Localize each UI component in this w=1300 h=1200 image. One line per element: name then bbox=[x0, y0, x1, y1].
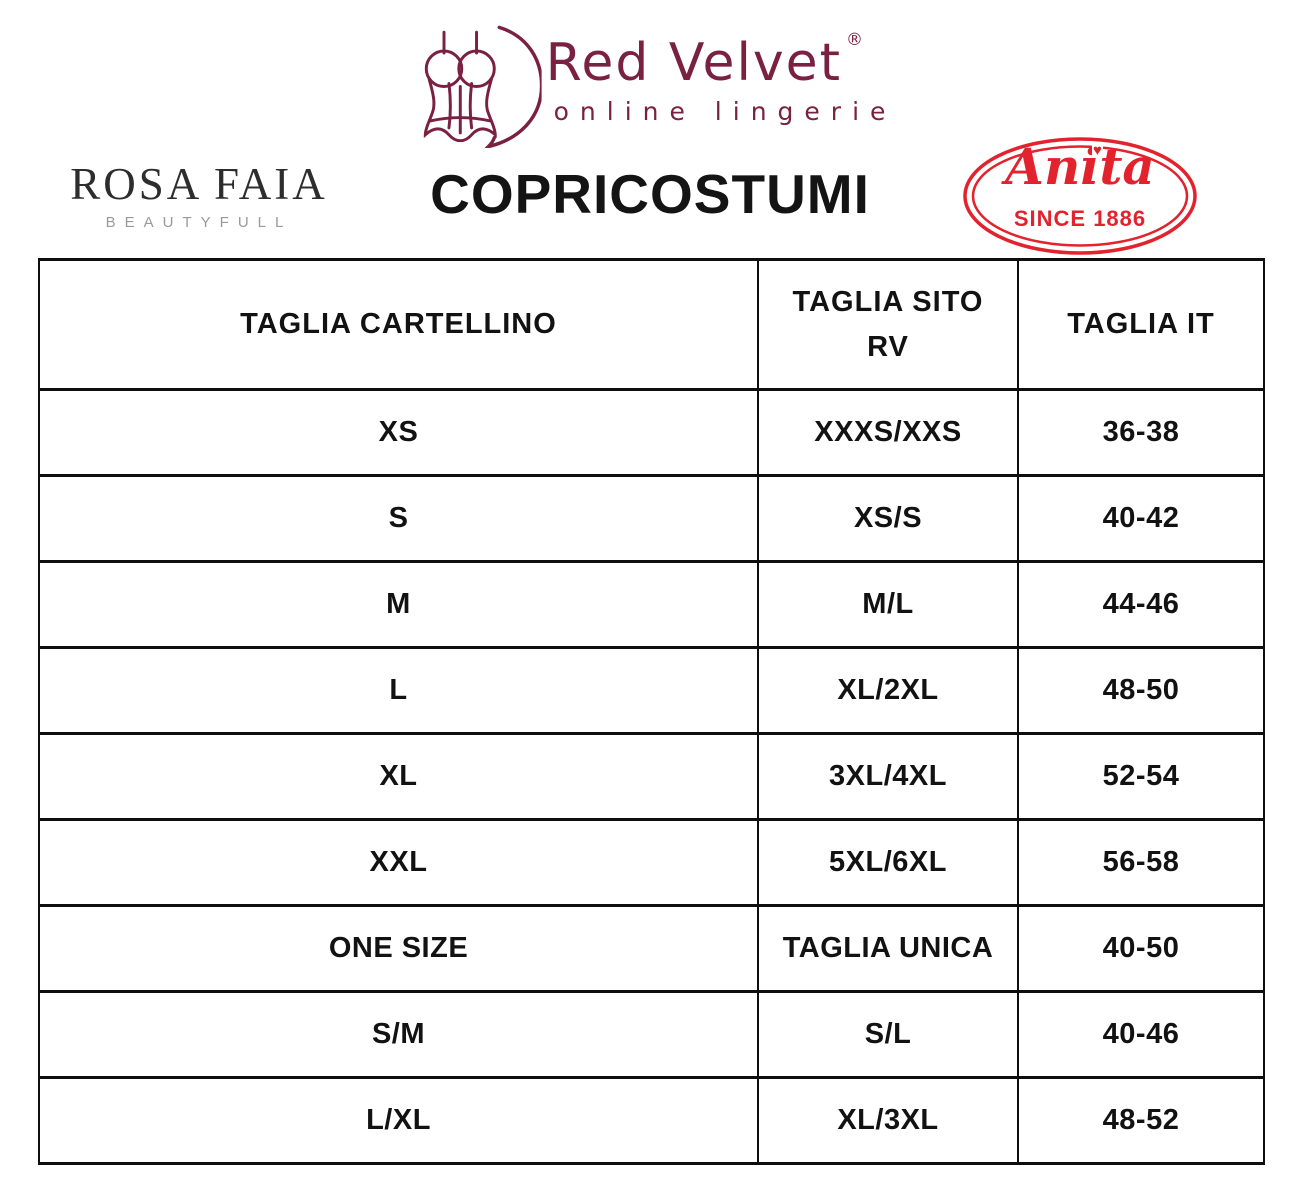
table-row: S/M S/L 40-46 bbox=[38, 990, 1265, 1079]
table-cell: 5XL/6XL bbox=[757, 818, 1019, 907]
table-cell: XXXS/XXS bbox=[757, 388, 1019, 477]
table-row: ONE SIZE TAGLIA UNICA 40-50 bbox=[38, 904, 1265, 993]
table-cell: 40-42 bbox=[1017, 474, 1265, 563]
table-cell: XL bbox=[38, 732, 759, 821]
table-row: XS XXXS/XXS 36-38 bbox=[38, 388, 1265, 477]
table-cell: 52-54 bbox=[1017, 732, 1265, 821]
anita-oval-icon bbox=[963, 137, 1197, 255]
table-cell: XXL bbox=[38, 818, 759, 907]
table-cell: ONE SIZE bbox=[38, 904, 759, 993]
table-row: XXL 5XL/6XL 56-58 bbox=[38, 818, 1265, 907]
rosa-faia-name: ROSA FAIA bbox=[70, 159, 328, 209]
size-table-body: XS XXXS/XXS 36-38 S XS/S 40-42 M M/L 44-46 L XL/2X… bbox=[38, 388, 1265, 1165]
table-cell: 56-58 bbox=[1017, 818, 1265, 907]
rosa-faia-tagline: BEAUTYFULL bbox=[105, 214, 293, 231]
table-cell: XL/2XL bbox=[757, 646, 1019, 735]
table-row: XL 3XL/4XL 52-54 bbox=[38, 732, 1265, 821]
table-row: M M/L 44-46 bbox=[38, 560, 1265, 649]
table-cell: 48-52 bbox=[1017, 1076, 1265, 1165]
column-header: TAGLIA IT bbox=[1017, 258, 1265, 391]
table-cell: L/XL bbox=[38, 1076, 759, 1165]
table-cell: 48-50 bbox=[1017, 646, 1265, 735]
table-row: S XS/S 40-42 bbox=[38, 474, 1265, 563]
table-cell: S/M bbox=[38, 990, 759, 1079]
table-cell: 3XL/4XL bbox=[757, 732, 1019, 821]
table-row: L/XL XL/3XL 48-52 bbox=[38, 1076, 1265, 1165]
table-cell: XL/3XL bbox=[757, 1076, 1019, 1165]
corset-icon bbox=[423, 25, 542, 148]
column-header: TAGLIA SITO RV bbox=[757, 258, 1019, 391]
size-conversion-table: TAGLIA CARTELLINO TAGLIA SITO RV TAGLIA IT… bbox=[38, 258, 1265, 1165]
rosa-faia-logo: ROSA FAIA BEAUTYFULL bbox=[58, 158, 340, 231]
page-title: COPRICOSTUMI bbox=[430, 163, 870, 225]
table-cell: TAGLIA UNICA bbox=[757, 904, 1019, 993]
table-cell: S/L bbox=[757, 990, 1019, 1079]
heart-icon: ♥ bbox=[1092, 142, 1103, 159]
red-velvet-tagline: online lingerie bbox=[553, 96, 897, 126]
table-cell: 40-46 bbox=[1017, 990, 1265, 1079]
table-cell: 36-38 bbox=[1017, 388, 1265, 477]
table-cell: 40-50 bbox=[1017, 904, 1265, 993]
anita-logo: Anita ♥ SINCE 1886 bbox=[962, 136, 1198, 256]
red-velvet-name: Red Velvet bbox=[545, 33, 843, 93]
red-velvet-logo: Red Velvet ® online lingerie bbox=[404, 24, 897, 148]
table-cell: L bbox=[38, 646, 759, 735]
table-cell: S bbox=[38, 474, 759, 563]
red-velvet-wordmark: Red Velvet ® online lingerie bbox=[545, 31, 897, 126]
anita-since: SINCE 1886 bbox=[1013, 206, 1147, 231]
table-cell: 44-46 bbox=[1017, 560, 1265, 649]
table-cell: XS bbox=[38, 388, 759, 477]
anita-name: Anita bbox=[1005, 137, 1155, 196]
table-row: L XL/2XL 48-50 bbox=[38, 646, 1265, 735]
table-cell: M bbox=[38, 560, 759, 649]
size-table-head-row: TAGLIA CARTELLINO TAGLIA SITO RV TAGLIA IT bbox=[38, 258, 1265, 391]
column-header: TAGLIA CARTELLINO bbox=[38, 258, 759, 391]
table-cell: XS/S bbox=[757, 474, 1019, 563]
table-cell: M/L bbox=[757, 560, 1019, 649]
registered-trademark-symbol: ® bbox=[846, 30, 866, 50]
